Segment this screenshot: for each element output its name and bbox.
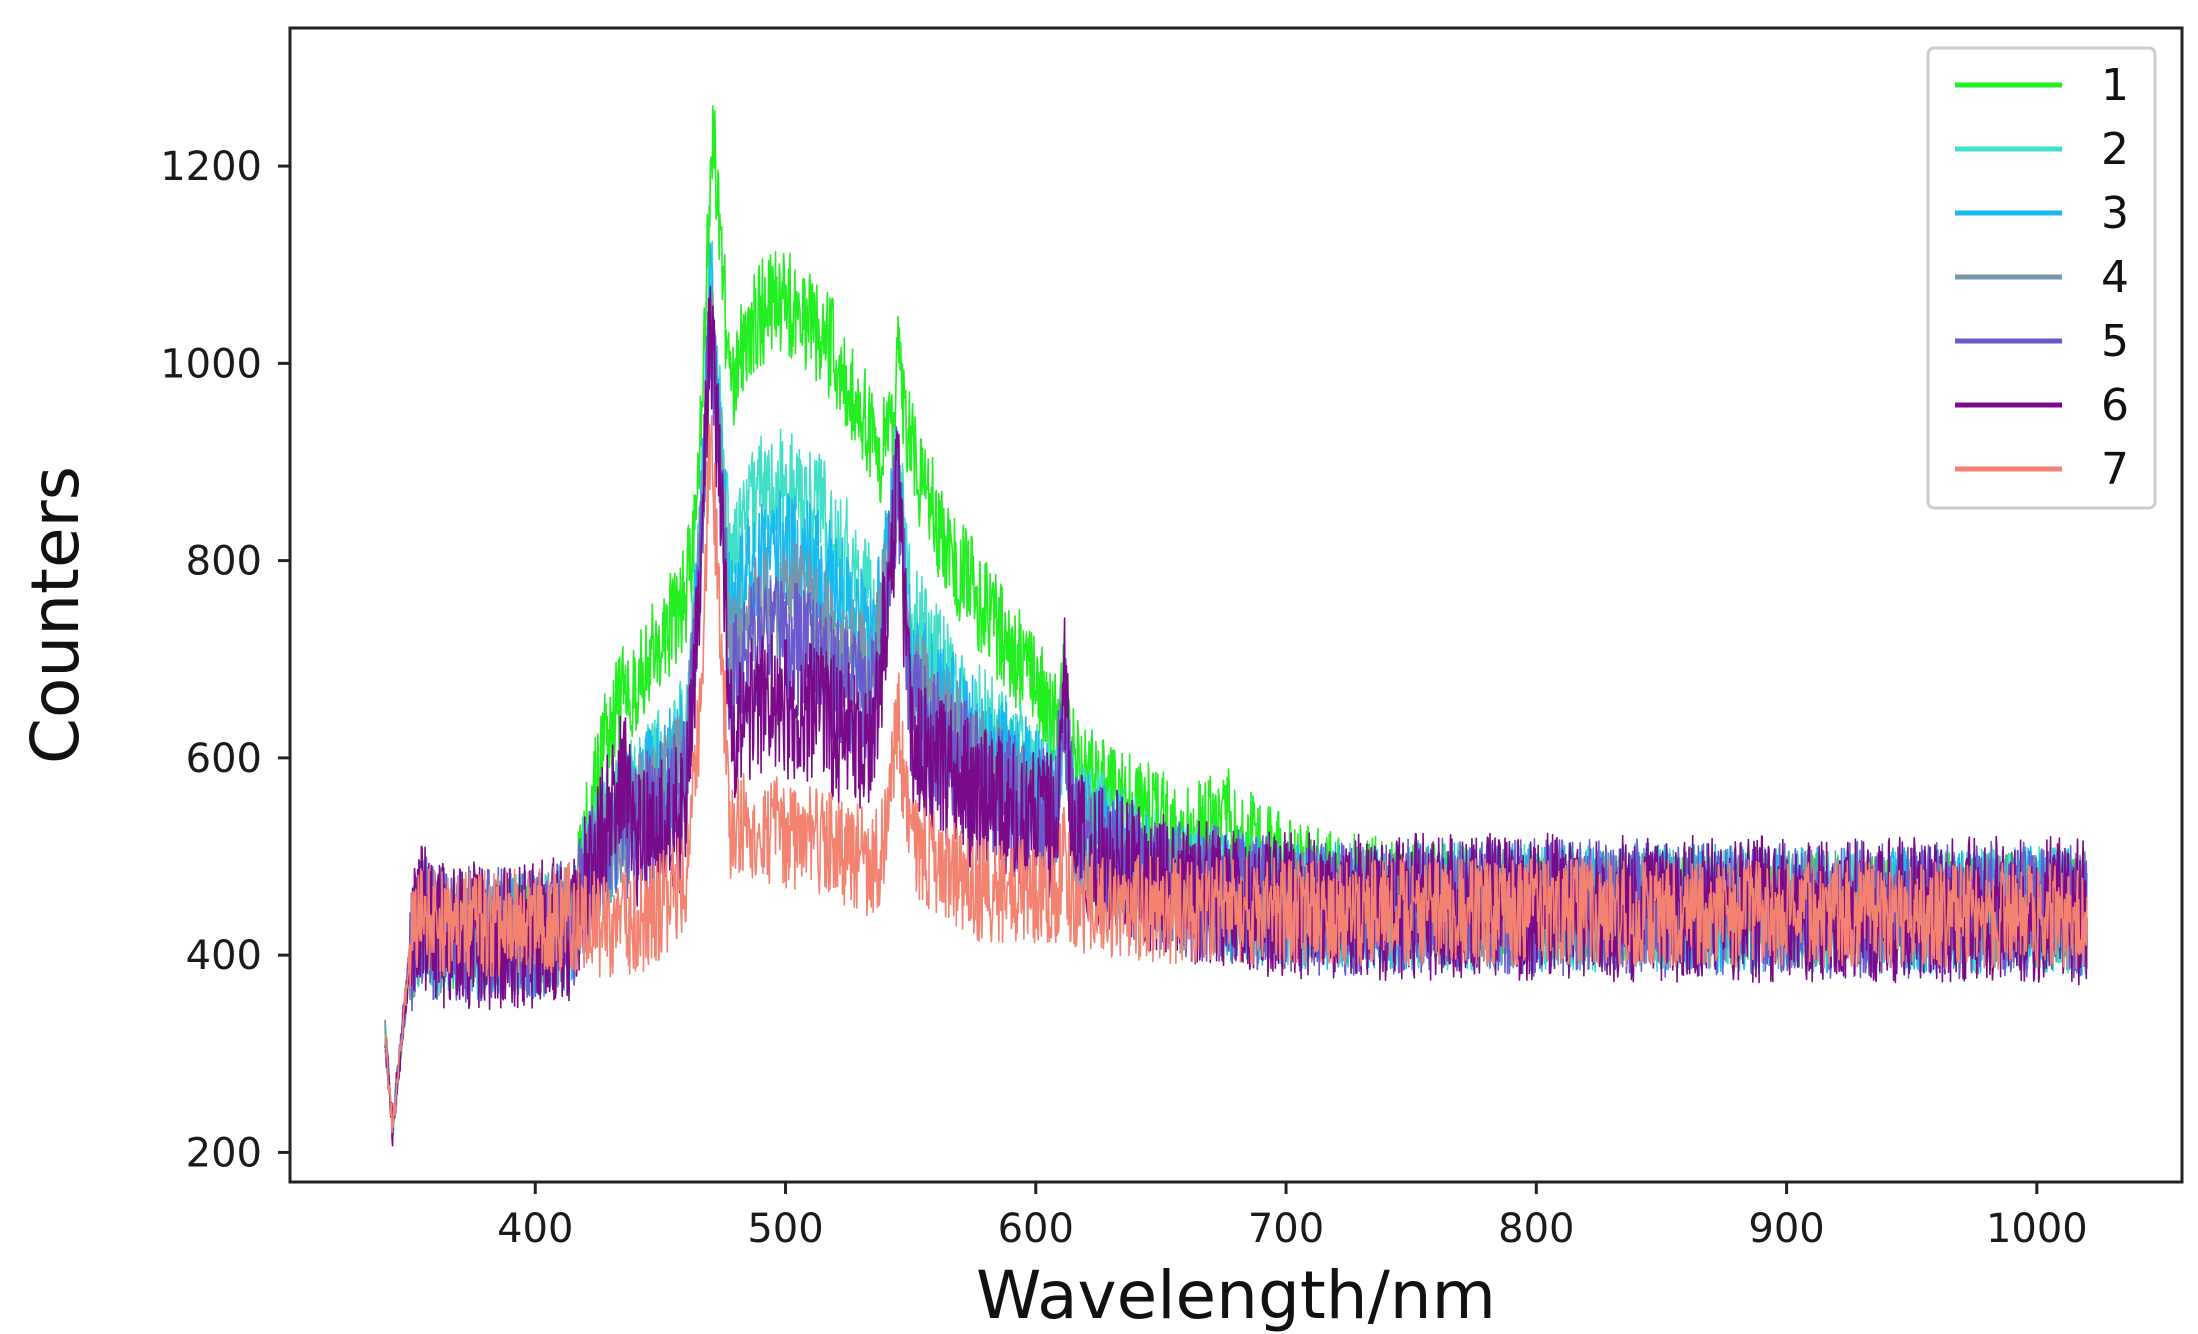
series-6-line	[384, 285, 2088, 1147]
y-tick-label: 600	[186, 736, 262, 782]
x-tick-label: 900	[1748, 1206, 1824, 1252]
x-tick-label: 700	[1248, 1206, 1324, 1252]
y-tick-label: 1200	[160, 144, 262, 190]
x-tick-label: 400	[497, 1206, 573, 1252]
legend-label-2: 2	[2101, 124, 2129, 175]
legend-label-5: 5	[2101, 316, 2129, 367]
y-tick-label: 200	[186, 1130, 262, 1176]
legend-label-7: 7	[2101, 444, 2129, 495]
series-layer	[384, 105, 2088, 1147]
x-tick-label: 500	[747, 1206, 823, 1252]
x-tick-label: 600	[998, 1206, 1074, 1252]
x-axis-ticks: 400 500 600 700 800 900 1000	[497, 1182, 2088, 1252]
legend-label-3: 3	[2101, 188, 2129, 239]
y-tick-label: 400	[186, 933, 262, 979]
legend-label-4: 4	[2101, 252, 2129, 303]
x-axis-label: Wavelength/nm	[976, 1257, 1496, 1334]
y-tick-label: 800	[186, 539, 262, 585]
y-axis-label: Counters	[17, 466, 94, 764]
plot-frame	[288, 26, 2184, 1184]
y-tick-label: 1000	[160, 341, 262, 387]
x-tick-label: 1000	[1986, 1206, 2088, 1252]
legend-label-6: 6	[2101, 380, 2129, 431]
legend-label-1: 1	[2101, 60, 2129, 111]
x-tick-label: 800	[1498, 1206, 1574, 1252]
legend: 1 2 3 4 5 6 7	[1926, 46, 2157, 510]
y-axis-ticks: 200 400 600 800 1000 1200	[160, 144, 290, 1176]
series-7-line	[384, 415, 2088, 1134]
